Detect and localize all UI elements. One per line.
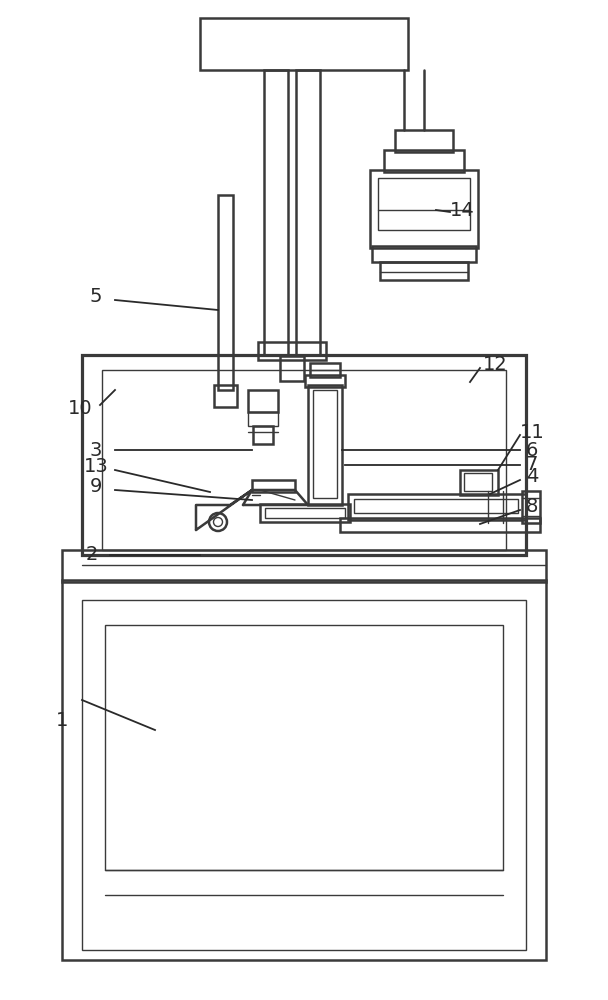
Bar (340, 518, 540, 532)
Bar (260, 504, 350, 522)
Bar (280, 356, 304, 381)
Bar (258, 342, 326, 360)
Text: 8: 8 (526, 496, 538, 516)
Bar (384, 150, 464, 172)
Bar (370, 170, 478, 248)
Bar (248, 412, 278, 426)
Bar (82, 600, 526, 950)
Text: 2: 2 (86, 546, 98, 564)
Bar (460, 470, 498, 495)
Bar (372, 246, 476, 262)
Bar (62, 580, 546, 960)
Text: 9: 9 (90, 478, 102, 496)
Bar (378, 178, 470, 230)
Bar (214, 385, 237, 407)
Bar (354, 499, 518, 513)
Text: 4: 4 (526, 466, 538, 486)
Bar (62, 550, 546, 582)
Bar (200, 18, 408, 70)
Bar (105, 625, 503, 870)
Bar (305, 375, 345, 387)
Bar (264, 70, 288, 355)
Text: 5: 5 (90, 286, 102, 306)
Bar (348, 494, 526, 520)
Text: 3: 3 (90, 440, 102, 460)
Bar (82, 355, 526, 555)
Text: 14: 14 (450, 200, 474, 220)
Bar (310, 363, 340, 377)
Bar (265, 508, 345, 518)
Text: 6: 6 (526, 440, 538, 460)
Bar (464, 473, 492, 491)
Text: 10: 10 (67, 398, 92, 418)
Text: 13: 13 (84, 458, 108, 477)
Text: 12: 12 (483, 355, 507, 373)
Bar (102, 370, 506, 550)
Bar (313, 390, 337, 498)
Bar (308, 385, 342, 505)
Text: 1: 1 (56, 710, 68, 730)
Bar (252, 480, 295, 492)
Bar (218, 195, 233, 390)
Bar (248, 390, 278, 412)
Text: 11: 11 (520, 422, 544, 442)
Text: 7: 7 (526, 456, 538, 475)
Bar (395, 130, 453, 152)
Bar (253, 426, 273, 444)
Bar (522, 491, 540, 523)
Bar (380, 262, 468, 280)
Bar (296, 70, 320, 355)
